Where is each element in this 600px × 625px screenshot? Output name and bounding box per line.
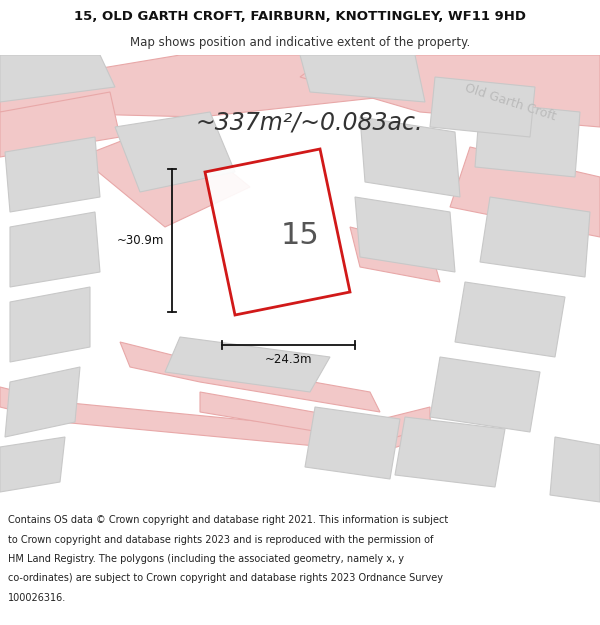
Polygon shape <box>475 102 580 177</box>
Polygon shape <box>200 392 430 442</box>
Polygon shape <box>0 387 430 452</box>
Text: 15: 15 <box>281 221 319 249</box>
Polygon shape <box>0 437 65 492</box>
Text: 15, OLD GARTH CROFT, FAIRBURN, KNOTTINGLEY, WF11 9HD: 15, OLD GARTH CROFT, FAIRBURN, KNOTTINGL… <box>74 10 526 23</box>
Polygon shape <box>5 367 80 437</box>
Polygon shape <box>0 55 115 102</box>
Polygon shape <box>5 137 100 212</box>
Polygon shape <box>395 417 505 487</box>
Polygon shape <box>0 92 120 157</box>
Polygon shape <box>10 212 100 287</box>
Polygon shape <box>80 122 250 227</box>
Polygon shape <box>350 227 440 282</box>
Text: HM Land Registry. The polygons (including the associated geometry, namely x, y: HM Land Registry. The polygons (includin… <box>8 554 404 564</box>
Polygon shape <box>305 407 400 479</box>
Polygon shape <box>10 287 90 362</box>
Text: co-ordinates) are subject to Crown copyright and database rights 2023 Ordnance S: co-ordinates) are subject to Crown copyr… <box>8 573 443 583</box>
Polygon shape <box>430 77 535 137</box>
Polygon shape <box>205 149 350 315</box>
Polygon shape <box>450 147 600 237</box>
Polygon shape <box>430 357 540 432</box>
Polygon shape <box>355 197 455 272</box>
Polygon shape <box>115 112 235 192</box>
Polygon shape <box>455 282 565 357</box>
Polygon shape <box>0 55 600 117</box>
Text: ~30.9m: ~30.9m <box>116 234 164 247</box>
Polygon shape <box>550 437 600 502</box>
Text: Map shows position and indicative extent of the property.: Map shows position and indicative extent… <box>130 36 470 49</box>
Polygon shape <box>480 197 590 277</box>
Polygon shape <box>300 55 425 102</box>
Polygon shape <box>165 337 330 392</box>
Text: ~337m²/~0.083ac.: ~337m²/~0.083ac. <box>195 110 422 134</box>
Text: 100026316.: 100026316. <box>8 592 66 602</box>
Polygon shape <box>300 55 600 127</box>
Text: ~24.3m: ~24.3m <box>265 353 312 366</box>
Text: Old Garth Croft: Old Garth Croft <box>463 81 557 123</box>
Polygon shape <box>360 117 460 197</box>
Text: Contains OS data © Crown copyright and database right 2021. This information is : Contains OS data © Crown copyright and d… <box>8 515 448 525</box>
Polygon shape <box>120 342 380 412</box>
Text: to Crown copyright and database rights 2023 and is reproduced with the permissio: to Crown copyright and database rights 2… <box>8 534 433 544</box>
